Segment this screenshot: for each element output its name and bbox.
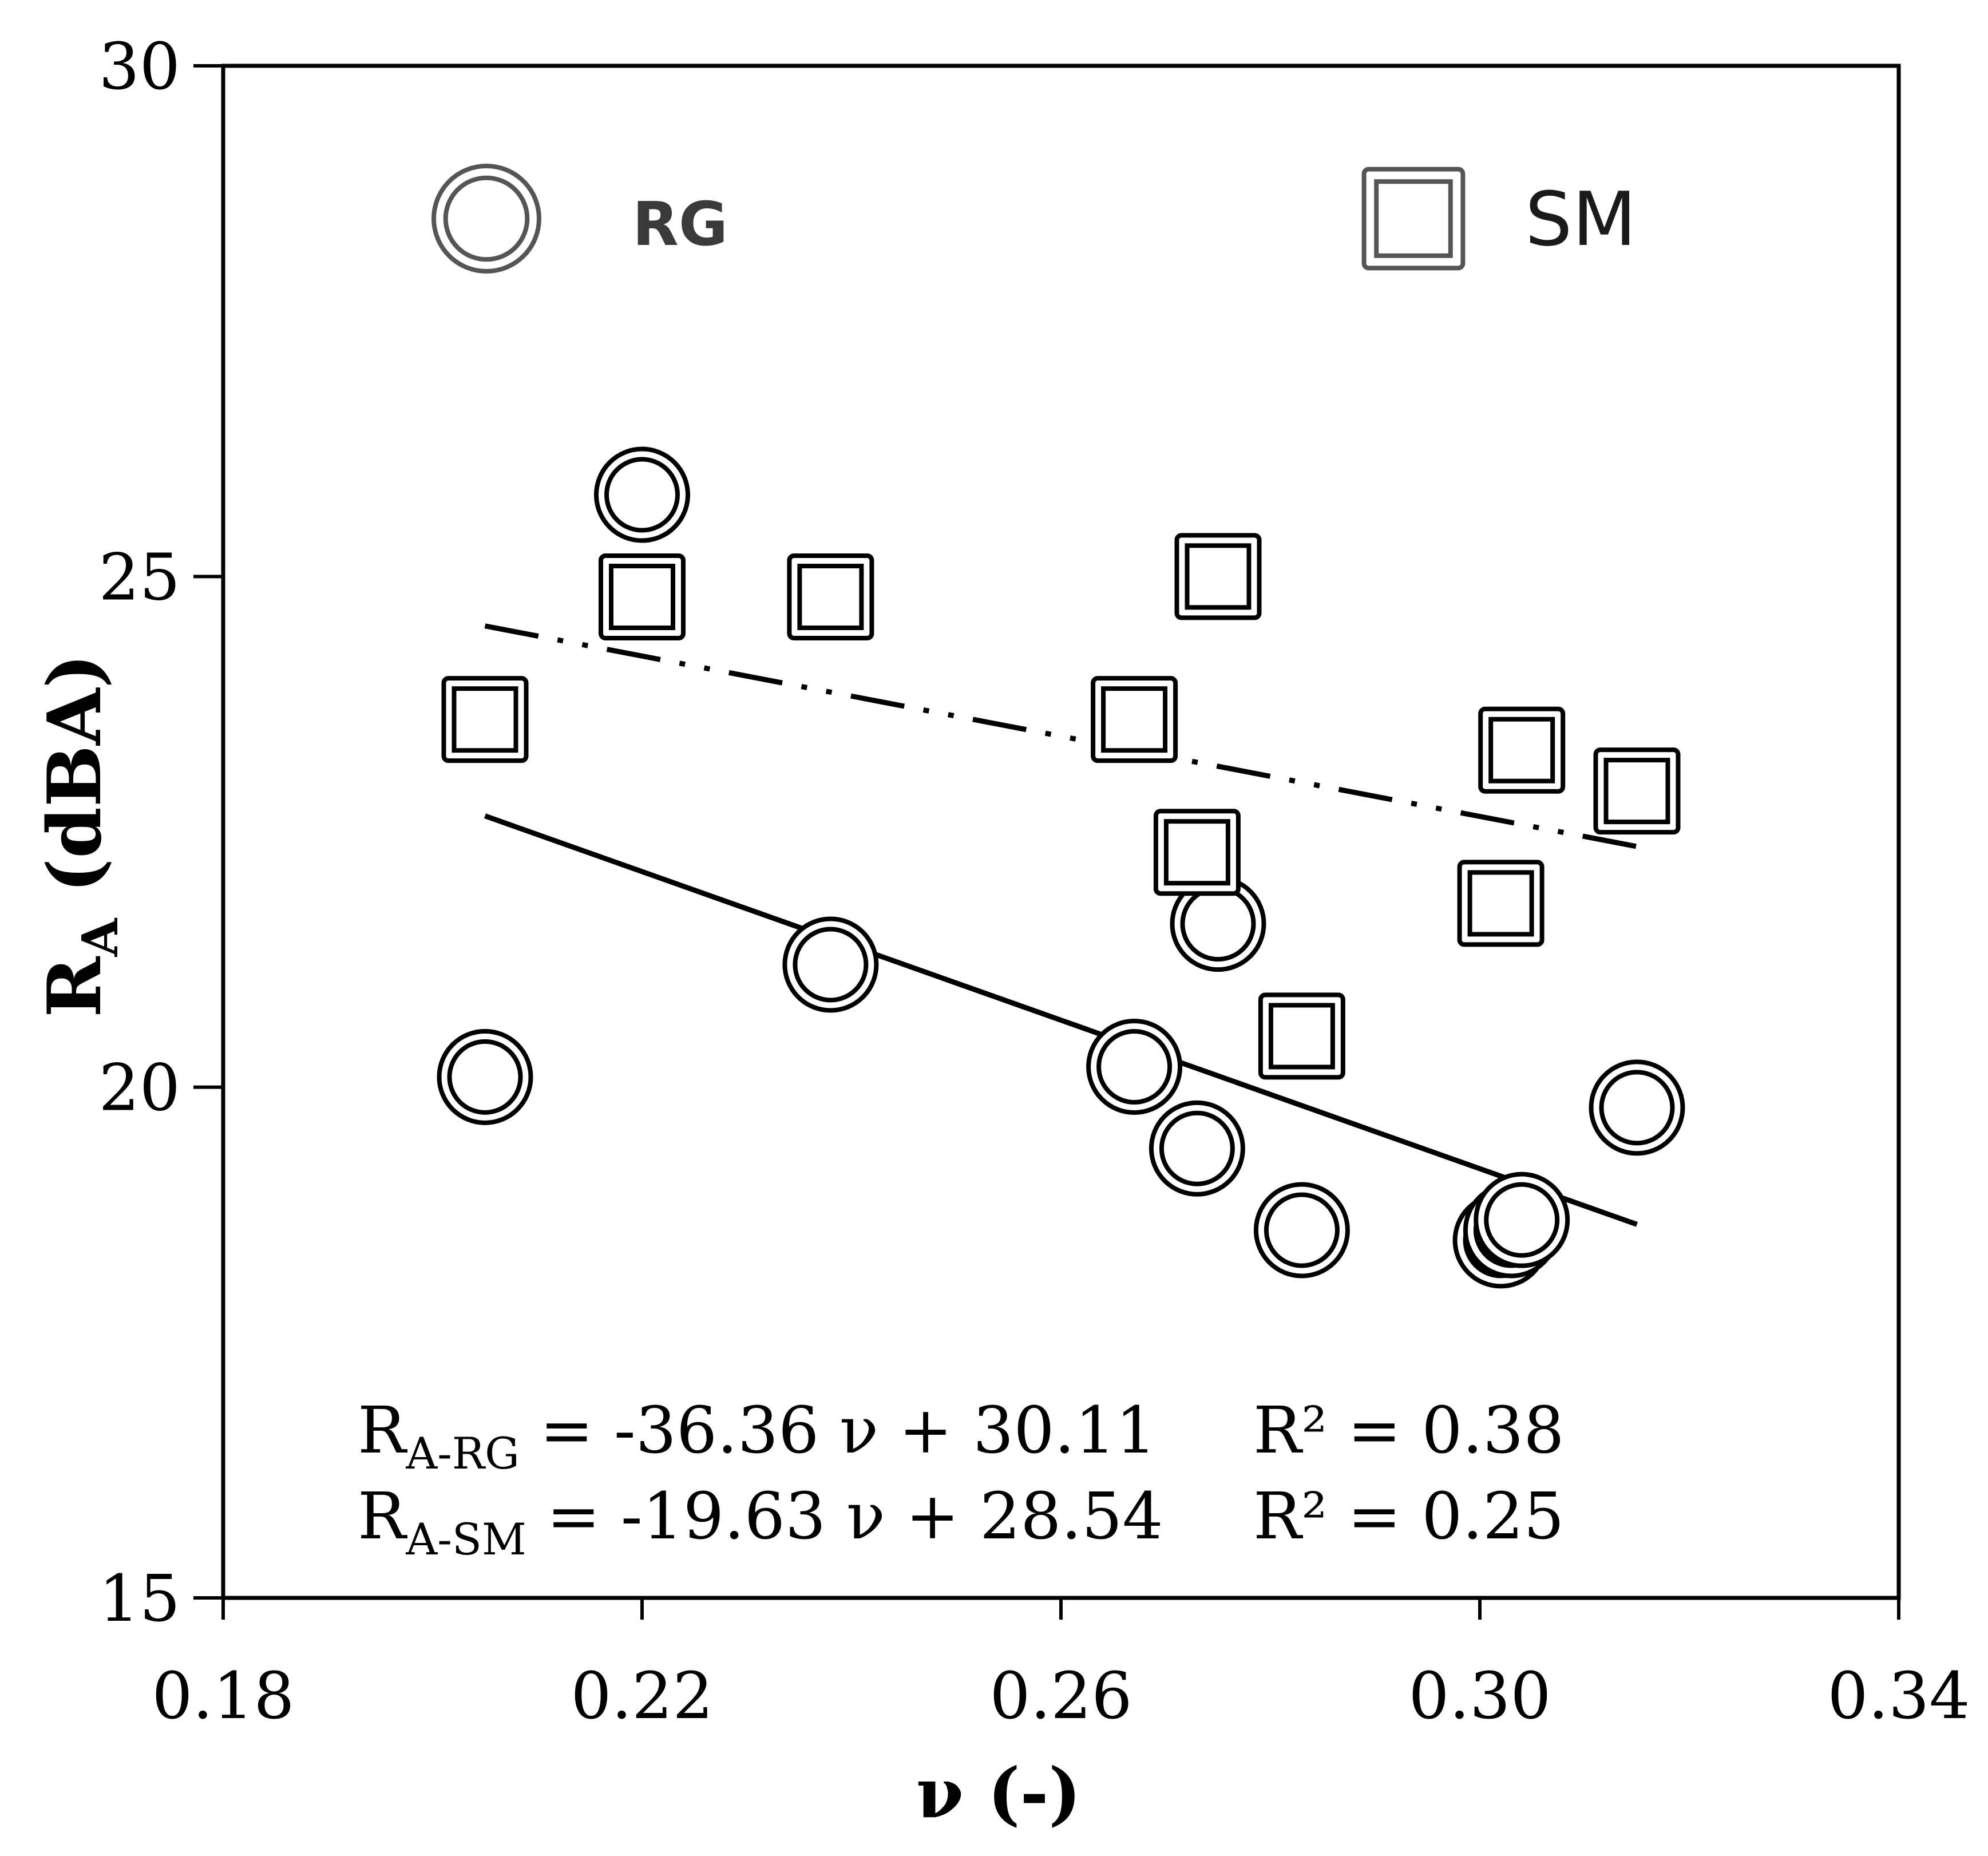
legend-sm-symbol-inner-box <box>1374 179 1453 258</box>
rg-point <box>1086 1018 1183 1115</box>
rg-point <box>782 916 879 1013</box>
equation-sm: RA-SM = -19.63 ν + 28.54 <box>358 1479 1163 1565</box>
sm-point-inner-box <box>797 564 864 631</box>
fit-line-sm <box>484 623 1638 849</box>
sm-point-inner-box <box>1101 686 1168 753</box>
sm-point-outer-box <box>441 676 529 763</box>
legend-rg-symbol-outer-ring <box>431 164 541 274</box>
sm-point <box>1478 706 1566 794</box>
rg-point-inner-ring <box>1484 1182 1560 1258</box>
equation-rg-rhs: = -36.36 ν + 30.11 <box>520 1394 1157 1468</box>
sm-point <box>1091 676 1178 763</box>
rg-point-outer-ring <box>1253 1182 1350 1279</box>
equation-rg-lhs: R <box>358 1394 408 1468</box>
sm-point-outer-box <box>1478 706 1566 794</box>
legend: RG SM <box>431 164 1637 274</box>
rg-point-inner-ring <box>604 457 680 533</box>
sm-point-inner-box <box>452 686 518 753</box>
rg-point-inner-ring <box>1159 1110 1235 1186</box>
rg-point-outer-ring <box>1474 1172 1570 1268</box>
rg-point-inner-ring <box>1599 1070 1675 1146</box>
y-axis-label-main: R <box>32 956 118 1018</box>
sm-point <box>599 553 686 641</box>
sm-point-inner-box <box>1268 1003 1335 1070</box>
sm-point-outer-box <box>1593 747 1681 835</box>
equation-sm-r2: R² = 0.25 <box>1253 1479 1565 1554</box>
y-tick-label: 20 <box>98 1051 180 1126</box>
legend-sm-symbol <box>1361 167 1466 271</box>
rg-point <box>594 446 690 543</box>
legend-sm-symbol-outer-box <box>1361 167 1466 271</box>
legend-rg-marker <box>431 164 541 274</box>
rg-point-inner-ring <box>447 1039 523 1115</box>
sm-point-inner-box <box>609 564 675 631</box>
rg-point <box>1474 1172 1570 1268</box>
sm-point-outer-box <box>599 553 686 641</box>
sm-point-inner-box <box>1488 717 1555 783</box>
x-tick-label: 0.26 <box>989 1659 1132 1734</box>
sm-point <box>1153 809 1241 896</box>
equation-sm-lhs: R <box>358 1479 408 1554</box>
sm-point-inner-box <box>1163 819 1230 886</box>
sm-point-inner-box <box>1603 758 1670 825</box>
sm-point <box>1593 747 1681 835</box>
sm-point <box>1174 533 1262 620</box>
equation-rg-r2: R² = 0.38 <box>1253 1394 1565 1468</box>
sm-point <box>787 553 874 641</box>
x-tick-label: 0.22 <box>571 1659 713 1734</box>
sm-point-inner-box <box>1467 870 1534 937</box>
y-axis-label-sub: A <box>72 918 129 957</box>
rg-point-outer-ring <box>1589 1059 1685 1156</box>
legend-sm-label: SM <box>1525 176 1637 263</box>
sm-point <box>1258 992 1345 1080</box>
x-tick-label: 0.30 <box>1408 1659 1551 1734</box>
rg-point-inner-ring <box>793 927 869 1003</box>
x-tick-label: 0.34 <box>1827 1659 1970 1734</box>
x-tick-label: 0.18 <box>152 1659 294 1734</box>
fit-lines <box>484 623 1638 1227</box>
equation-sm-sub: A-SM <box>405 1514 526 1565</box>
rg-point-outer-ring <box>1086 1018 1183 1115</box>
sm-point-outer-box <box>1457 860 1545 947</box>
y-tick-label: 15 <box>98 1562 180 1636</box>
y-tick-label: 30 <box>98 30 180 104</box>
data-markers <box>437 446 1685 1289</box>
rg-point <box>437 1028 533 1125</box>
x-axis-label: ν (-) <box>916 1753 1081 1834</box>
legend-rg-symbol <box>431 164 541 274</box>
equation-sm-rhs: = -19.63 ν + 28.54 <box>526 1479 1163 1554</box>
sm-point <box>441 676 529 763</box>
rg-point-outer-ring <box>437 1028 533 1125</box>
equation-rg-sub: A-RG <box>405 1428 520 1479</box>
y-tick-label: 25 <box>98 540 180 615</box>
rg-point-outer-ring <box>1149 1100 1245 1197</box>
y-axis-label: RA (dBA) <box>32 654 129 1018</box>
sm-point-outer-box <box>1174 533 1262 620</box>
sm-point-outer-box <box>1091 676 1178 763</box>
equation-rg: RA-RG = -36.36 ν + 30.11 <box>358 1394 1157 1479</box>
sm-point-outer-box <box>1153 809 1241 896</box>
rg-point-outer-ring <box>594 446 690 543</box>
rg-point-outer-ring <box>782 916 879 1013</box>
rg-point <box>1149 1100 1245 1197</box>
legend-rg-label: RG <box>632 189 728 259</box>
rg-point <box>1589 1059 1685 1156</box>
legend-rg-symbol-inner-ring <box>443 175 530 262</box>
sm-point <box>1457 860 1545 947</box>
x-axis-ticks: 0.18 0.22 0.26 0.30 0.34 <box>152 1598 1970 1734</box>
fit-line-rg <box>484 813 1638 1227</box>
legend-sm-marker <box>1361 167 1466 271</box>
sm-point-inner-box <box>1185 543 1252 610</box>
sm-point-outer-box <box>787 553 874 641</box>
rg-point-inner-ring <box>1264 1192 1340 1268</box>
y-axis-label-unit: (dBA) <box>32 654 118 919</box>
sm-point-outer-box <box>1258 992 1345 1080</box>
y-axis-ticks: 15 20 25 30 <box>98 30 223 1636</box>
rg-point <box>1253 1182 1350 1279</box>
rg-point-inner-ring <box>1096 1028 1173 1105</box>
